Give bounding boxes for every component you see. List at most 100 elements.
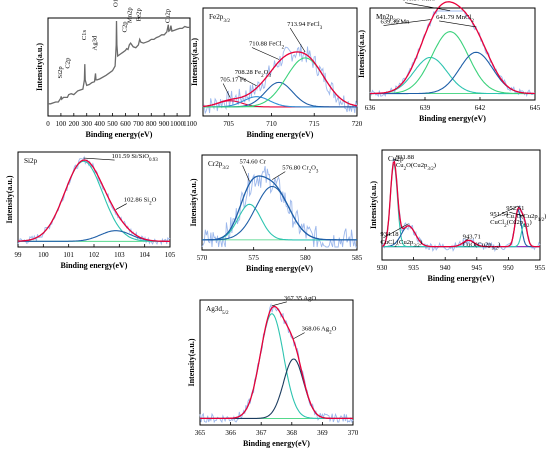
x-tick-label: 900 bbox=[159, 120, 170, 128]
peak-label-arrow bbox=[509, 211, 525, 217]
x-tick-label: 940 bbox=[440, 264, 451, 272]
peak-label-value: 943.71 bbox=[463, 233, 481, 240]
region-label-main: Ag3d bbox=[206, 305, 222, 313]
y-axis-label: Intensity(a.u.) bbox=[187, 338, 196, 386]
region-label: Si2p bbox=[24, 157, 38, 165]
x-tick-label: 950 bbox=[503, 264, 514, 272]
x-axis-label: Binding energy(eV) bbox=[86, 130, 153, 139]
peak-label-arrow bbox=[271, 301, 287, 307]
region-label: Fe2p3/2 bbox=[209, 13, 230, 24]
fit-component-line bbox=[382, 222, 540, 248]
x-axis-label: Binding energy(eV) bbox=[61, 261, 128, 270]
x-tick-label: 705 bbox=[223, 120, 234, 128]
region-label-main: Mn2p bbox=[376, 13, 394, 21]
x-tick-label: 700 bbox=[133, 120, 144, 128]
chart-panel-cu2p: 930 935 940 945 950 955 Binding energy(eV) Inte… bbox=[369, 149, 546, 283]
peak-label-arrow bbox=[272, 171, 286, 180]
x-tick-label: 636 bbox=[365, 104, 376, 112]
peak-label-tail: O(Cu2p bbox=[516, 213, 538, 220]
x-tick-label: 100 bbox=[56, 120, 67, 128]
peak-label-arrow bbox=[393, 158, 399, 162]
x-tick-label: 715 bbox=[309, 120, 320, 128]
region-label: Cr2p3/2 bbox=[208, 160, 229, 171]
survey-peak-label: Si2p bbox=[57, 66, 64, 79]
peak-label-sub: 2 bbox=[329, 330, 332, 335]
peak-label: 710.88 FeCl2 bbox=[249, 41, 285, 51]
peak-label-value: 952.51 bbox=[506, 205, 524, 212]
peak-label: 713.94 FeCl3 bbox=[287, 21, 323, 31]
plot-frame bbox=[381, 149, 541, 261]
y-axis-label: Intensity(a.u.) bbox=[369, 181, 378, 229]
x-tick-label: 368 bbox=[287, 429, 298, 437]
survey-spectrum-line bbox=[48, 20, 190, 105]
x-tick-label: 366 bbox=[225, 429, 236, 437]
region-label-main: Cr2p bbox=[208, 160, 223, 168]
region-label: Cu2p bbox=[388, 155, 404, 163]
peak-label-arrow bbox=[405, 2, 451, 12]
x-tick-label: 570 bbox=[197, 254, 208, 262]
fit-envelope-line bbox=[370, 1, 535, 95]
peak-label-tail: ) bbox=[529, 219, 531, 226]
peak-label-tail: O(Cu2p bbox=[406, 162, 428, 169]
x-tick-label: 585 bbox=[352, 254, 363, 262]
x-tick-label: 99 bbox=[15, 251, 23, 259]
chart-panel-mn2p: 636 639 642 645 Binding energy(eV) Intensity(… bbox=[357, 0, 541, 123]
survey-peak-label: C2p bbox=[65, 57, 72, 69]
peak-label-species: CuO(Cu2p bbox=[463, 241, 493, 248]
x-axis-label: Binding energy(eV) bbox=[243, 439, 310, 448]
peak-label-main: 708.28 Fe bbox=[235, 69, 261, 76]
x-tick-label: 400 bbox=[94, 120, 105, 128]
fit-component-line bbox=[370, 51, 535, 95]
peak-label-sub: 3 bbox=[316, 169, 319, 174]
peak-label-main: 101.59 Si/SiO bbox=[112, 153, 150, 160]
peak-label-main: 574.60 Cr bbox=[240, 159, 267, 166]
peak-label: 368.06 Ag2O bbox=[302, 326, 337, 336]
fit-envelope-line bbox=[202, 51, 358, 108]
peak-label: 708.28 Fe2O3 bbox=[235, 69, 272, 79]
peak-label-arrow bbox=[493, 205, 519, 219]
peak-label-sub: 1/2 bbox=[538, 218, 545, 223]
fit-component-line bbox=[202, 185, 357, 241]
peak-label-sub: 3/2 bbox=[427, 167, 434, 172]
peak-label-main: 640.37 MnO bbox=[402, 0, 436, 3]
peak-label-tail: (Cu2p bbox=[507, 219, 524, 226]
peak-label: 705.17 Fe bbox=[220, 77, 246, 84]
peak-label: 952.51 Cu2O(Cu2p1/2) bbox=[506, 205, 546, 223]
x-tick-label: 642 bbox=[475, 104, 486, 112]
fit-envelope-line bbox=[381, 160, 540, 248]
x-tick-label: 367 bbox=[256, 429, 267, 437]
peak-label-main: 368.06 Ag bbox=[302, 326, 330, 333]
peak-label: 931.88 Cu2O(Cu2p3/2) bbox=[396, 154, 436, 172]
x-tick-label: 103 bbox=[114, 251, 125, 259]
peak-label-arrow bbox=[222, 83, 231, 98]
x-tick-label: 369 bbox=[317, 429, 328, 437]
peak-label: 639.30 Mn bbox=[381, 19, 411, 26]
survey-peak-label: C1s bbox=[81, 30, 88, 41]
chart-panel-survey: 0 100 200 300 400 500 600 700 800 900 1000 1100 Bind… bbox=[35, 0, 197, 139]
peak-label-arrow bbox=[465, 238, 469, 241]
peak-label-sub: 0.93 bbox=[149, 158, 158, 163]
x-tick-label: 800 bbox=[146, 120, 157, 128]
peak-label-tail: ) bbox=[434, 162, 436, 169]
x-tick-label: 575 bbox=[248, 254, 259, 262]
peak-label-arrow bbox=[237, 75, 257, 87]
survey-peak-label: O1s bbox=[113, 0, 120, 7]
peak-label-arrow bbox=[383, 223, 409, 239]
peak-label-main: 710.88 FeCl bbox=[249, 41, 282, 48]
peak-label-arrow bbox=[251, 47, 280, 60]
peak-label: 574.60 Cr bbox=[240, 159, 267, 166]
peak-label-tail: ) bbox=[544, 213, 546, 220]
x-tick-label: 935 bbox=[408, 264, 419, 272]
peak-label-sub: 2 bbox=[309, 169, 312, 174]
x-tick-label: 955 bbox=[535, 264, 546, 272]
x-axis-label: Binding energy(eV) bbox=[419, 114, 486, 123]
survey-peak-label: Cu2p bbox=[165, 8, 172, 23]
peak-label-sub: 3/2 bbox=[413, 243, 420, 248]
x-tick-label: 639 bbox=[420, 104, 431, 112]
peak-label-arrow bbox=[289, 27, 306, 53]
fit-component-line bbox=[370, 31, 535, 95]
chart-panel-si2p: 99 100 101 102 103 104 105 Binding energy(eV) In… bbox=[5, 151, 176, 270]
peak-label-value: 931.88 bbox=[396, 154, 415, 161]
peak-label-main: 102.86 Si bbox=[124, 197, 149, 204]
